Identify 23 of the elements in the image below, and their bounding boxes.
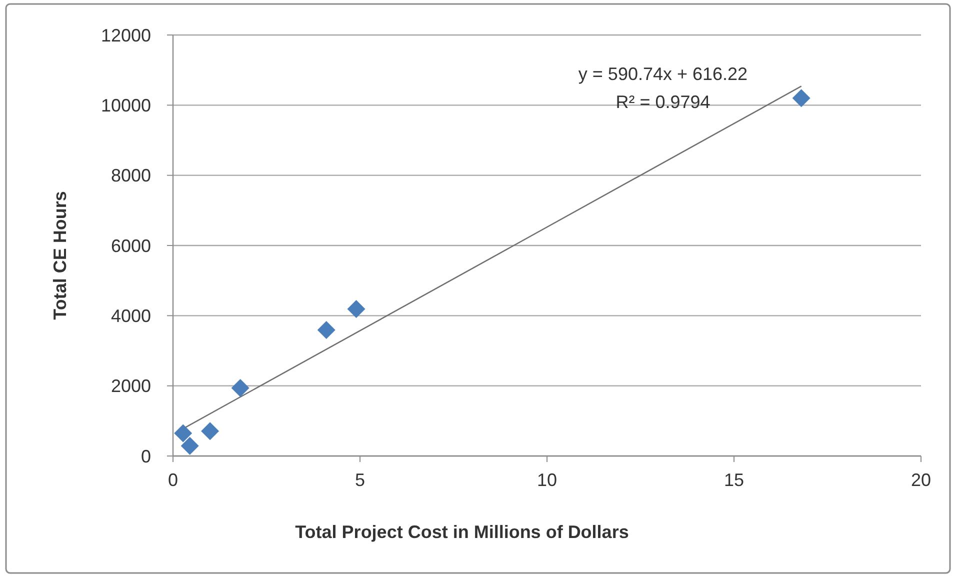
- y-tick-label: 8000: [110, 166, 151, 186]
- x-tick-label: 10: [536, 470, 558, 490]
- x-tick-label: 5: [354, 470, 366, 490]
- point: [792, 89, 810, 108]
- point: [347, 300, 366, 318]
- y-tick-label: 12000: [100, 25, 151, 46]
- point: [180, 436, 199, 455]
- x-tick-label: 20: [910, 470, 932, 490]
- x-tick-label: 0: [168, 470, 178, 490]
- point: [201, 422, 220, 440]
- point: [231, 378, 250, 397]
- annotation: y = 590.74x + 616.22: [578, 64, 748, 84]
- y-tick-label: 2000: [110, 376, 151, 396]
- x-axis-title: Total Project Cost in Millions of Dollars: [295, 522, 629, 542]
- x-tick-label: 15: [724, 470, 744, 490]
- y-tick-label: 0: [140, 446, 151, 466]
- point: [174, 424, 192, 442]
- y-axis-title: Total CE Hours: [50, 191, 70, 320]
- y-tick-label: 4000: [110, 306, 151, 326]
- annotation: R² = 0.9794: [616, 92, 710, 112]
- y-tick-label: 6000: [110, 236, 151, 256]
- point: [317, 321, 336, 340]
- y-tick-label: 10000: [100, 95, 151, 116]
